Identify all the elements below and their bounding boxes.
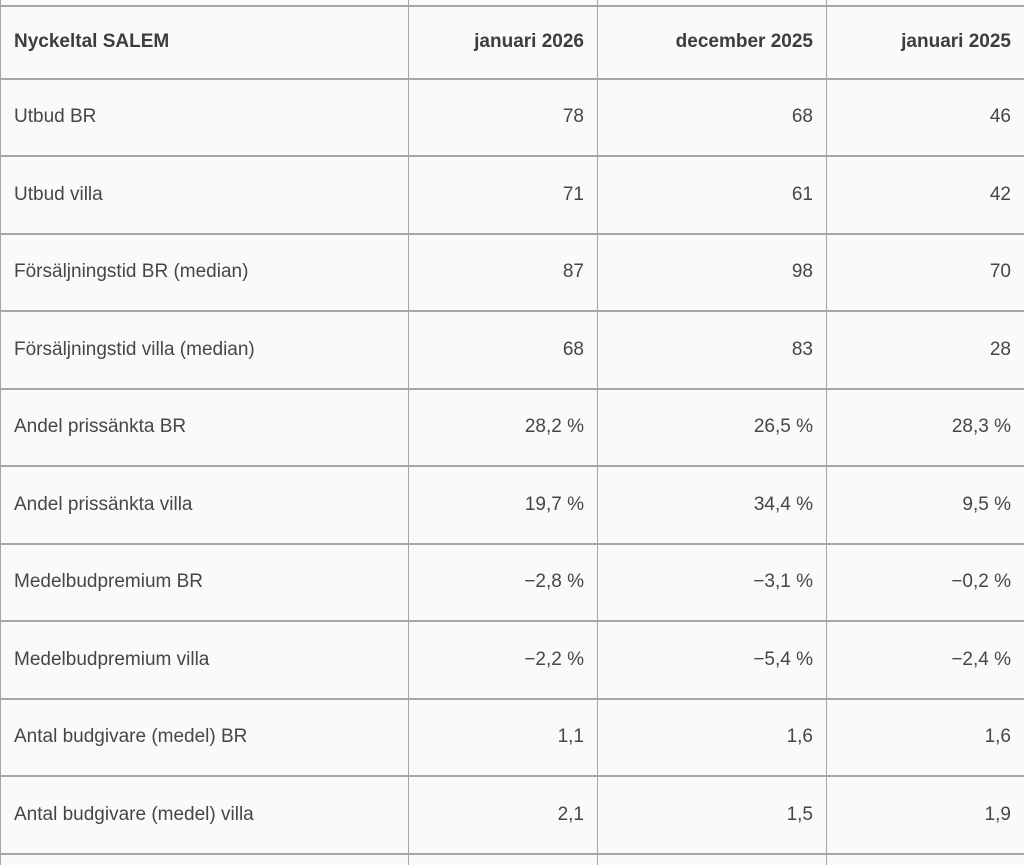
row-label: Medelbudpremium BR [0, 542, 409, 622]
row-value: 2,1 [408, 775, 598, 855]
row-label: Andel prissänkta villa [0, 465, 409, 545]
row-value: 19,7 % [408, 465, 598, 545]
row-value: −3,1 % [597, 542, 827, 622]
row-value: 34,4 % [597, 465, 827, 545]
row-value: 1,5 [597, 775, 827, 855]
row-value: 1,6 [597, 697, 827, 777]
table-head: Nyckeltal SALEM januari 2026 december 20… [0, 0, 1024, 80]
clipped-cell [826, 852, 1024, 865]
row-value: 1,1 [408, 697, 598, 777]
clipped-row-top [0, 0, 1024, 7]
row-value: 1,6 [826, 697, 1024, 777]
row-value: 42 [826, 155, 1024, 235]
row-value: 83 [597, 310, 827, 390]
row-label: Försäljningstid villa (median) [0, 310, 409, 390]
column-header-januari-2025: januari 2025 [826, 5, 1024, 80]
row-value: −2,8 % [408, 542, 598, 622]
row-value: 70 [826, 232, 1024, 312]
table-row: Antal budgivare (medel) BR 1,1 1,6 1,6 [0, 697, 1024, 777]
column-header-title: Nyckeltal SALEM [0, 5, 409, 80]
row-value: −2,2 % [408, 620, 598, 700]
table-row: Försäljningstid BR (median) 87 98 70 [0, 232, 1024, 312]
row-value: 61 [597, 155, 827, 235]
row-label: Utbud BR [0, 77, 409, 157]
table-row: Medelbudpremium villa −2,2 % −5,4 % −2,4… [0, 620, 1024, 700]
row-value: 71 [408, 155, 598, 235]
table-row: Försäljningstid villa (median) 68 83 28 [0, 310, 1024, 390]
row-label: Medelbudpremium villa [0, 620, 409, 700]
row-label: Antal budgivare (medel) BR [0, 697, 409, 777]
row-value: 26,5 % [597, 387, 827, 467]
table-row: Utbud villa 71 61 42 [0, 155, 1024, 235]
column-header-december-2025: december 2025 [597, 5, 827, 80]
row-value: −5,4 % [597, 620, 827, 700]
table-row: Antal budgivare (medel) villa 2,1 1,5 1,… [0, 775, 1024, 855]
clipped-cell [597, 852, 827, 865]
row-value: 87 [408, 232, 598, 312]
row-value: 9,5 % [826, 465, 1024, 545]
table-body: Utbud BR 78 68 46 Utbud villa 71 61 42 F… [0, 77, 1024, 865]
row-label: Försäljningstid BR (median) [0, 232, 409, 312]
row-value: 28 [826, 310, 1024, 390]
table-row: Andel prissänkta BR 28,2 % 26,5 % 28,3 % [0, 387, 1024, 467]
row-value: 78 [408, 77, 598, 157]
table-row: Medelbudpremium BR −2,8 % −3,1 % −0,2 % [0, 542, 1024, 622]
row-value: 28,3 % [826, 387, 1024, 467]
header-row: Nyckeltal SALEM januari 2026 december 20… [0, 5, 1024, 80]
clipped-row-bottom [0, 852, 1024, 865]
row-value: −2,4 % [826, 620, 1024, 700]
clipped-cell [408, 852, 598, 865]
row-value: 46 [826, 77, 1024, 157]
row-label: Andel prissänkta BR [0, 387, 409, 467]
clipped-cell [0, 852, 409, 865]
row-value: 1,9 [826, 775, 1024, 855]
row-value: 68 [408, 310, 598, 390]
row-label: Utbud villa [0, 155, 409, 235]
column-header-januari-2026: januari 2026 [408, 5, 598, 80]
row-value: −0,2 % [826, 542, 1024, 622]
row-value: 98 [597, 232, 827, 312]
row-value: 68 [597, 77, 827, 157]
row-value: 28,2 % [408, 387, 598, 467]
table-row: Andel prissänkta villa 19,7 % 34,4 % 9,5… [0, 465, 1024, 545]
table-row: Utbud BR 78 68 46 [0, 77, 1024, 157]
row-label: Antal budgivare (medel) villa [0, 775, 409, 855]
